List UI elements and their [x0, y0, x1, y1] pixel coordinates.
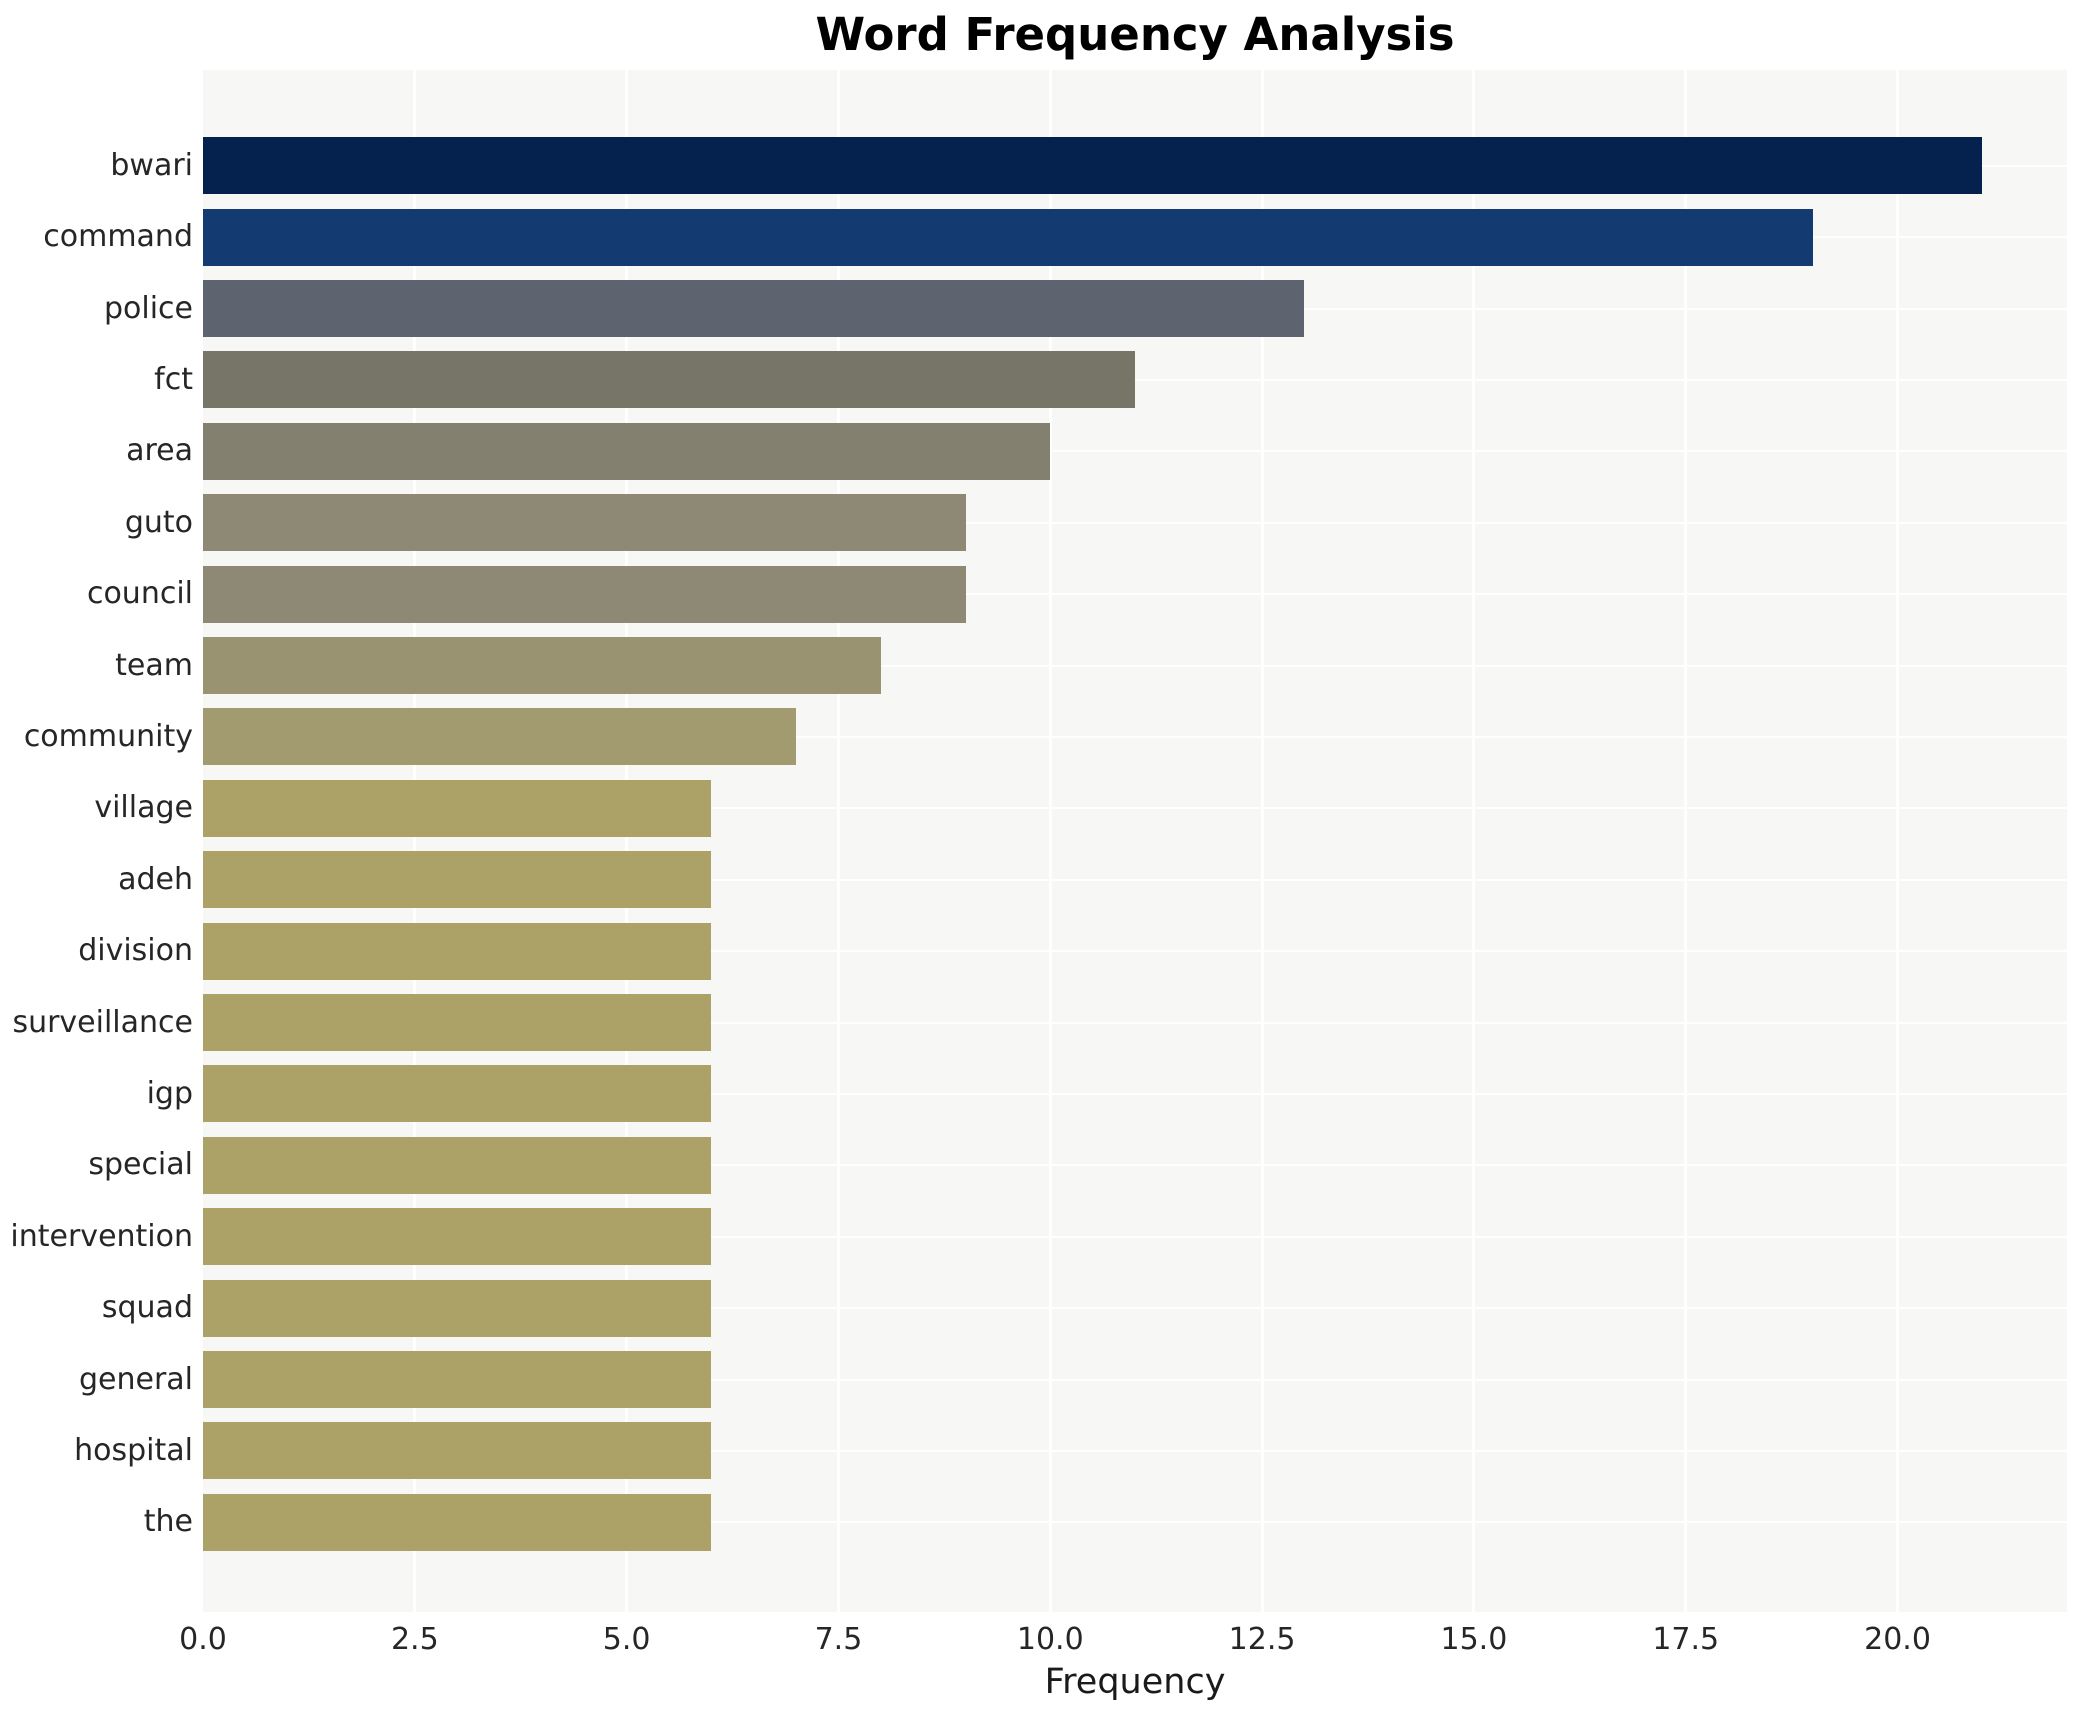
ytick-label-hospital: hospital: [74, 1432, 193, 1468]
vertical-gridline: [625, 70, 629, 1612]
ytick-label-team: team: [115, 647, 193, 683]
horizontal-gridline: [203, 593, 2067, 596]
ytick-label-bwari: bwari: [110, 147, 193, 183]
horizontal-gridline: [203, 664, 2067, 667]
horizontal-gridline: [203, 1021, 2067, 1024]
bar-hospital: [203, 1422, 712, 1480]
chart-title: Word Frequency Analysis: [815, 8, 1455, 61]
horizontal-gridline: [203, 1307, 2067, 1310]
horizontal-gridline: [203, 1164, 2067, 1167]
vertical-gridline: [836, 70, 840, 1612]
ytick-label-igp: igp: [146, 1075, 193, 1111]
ytick-label-guto: guto: [124, 504, 193, 540]
ytick-label-surveillance: surveillance: [12, 1004, 193, 1040]
horizontal-gridline: [203, 378, 2067, 381]
horizontal-gridline: [203, 450, 2067, 453]
vertical-gridline: [1896, 70, 1900, 1612]
ytick-label-fct: fct: [154, 361, 193, 397]
horizontal-gridline: [203, 1521, 2067, 1524]
ytick-label-village: village: [94, 790, 193, 826]
x-axis: 0.0 2.5 5.0 7.5 10.0 12.5 15.0 17.5 20.0: [0, 1622, 2085, 1662]
xtick-label-7.5: 7.5: [814, 1622, 863, 1657]
bar-village: [203, 779, 712, 837]
bar-community: [203, 708, 797, 766]
horizontal-gridline: [203, 1449, 2067, 1452]
ytick-label-police: police: [103, 290, 193, 326]
horizontal-gridline: [203, 1092, 2067, 1095]
x-axis-title: Frequency: [1044, 1662, 1226, 1702]
horizontal-gridline: [203, 878, 2067, 881]
horizontal-gridline: [203, 735, 2067, 738]
bar-division: [203, 922, 712, 980]
ytick-label-intervention: intervention: [10, 1218, 193, 1254]
horizontal-gridline: [203, 950, 2067, 953]
xtick-label-10.0: 10.0: [1016, 1622, 1084, 1657]
ytick-label-the: the: [143, 1504, 193, 1540]
xtick-label-17.5: 17.5: [1652, 1622, 1720, 1657]
xtick-label-0.0: 0.0: [179, 1622, 227, 1657]
bar-adeh: [203, 851, 712, 909]
y-axis: bwari command police fct area guto council team…: [0, 70, 193, 1612]
bar-council: [203, 565, 966, 623]
bar-surveillance: [203, 994, 712, 1051]
xtick-label-5.0: 5.0: [602, 1622, 651, 1657]
ytick-label-special: special: [88, 1147, 193, 1183]
ytick-label-squad: squad: [101, 1290, 193, 1326]
ytick-label-general: general: [78, 1361, 193, 1397]
horizontal-gridline: [203, 1378, 2067, 1381]
bar-fct: [203, 351, 1135, 409]
bar-special: [203, 1136, 712, 1194]
ytick-label-division: division: [78, 933, 193, 969]
plot-area: [203, 70, 2067, 1612]
bar-guto: [203, 494, 966, 552]
xtick-label-15.0: 15.0: [1440, 1622, 1508, 1657]
xtick-label-12.5: 12.5: [1228, 1622, 1296, 1657]
bar-team: [203, 637, 881, 694]
bar-intervention: [203, 1208, 712, 1266]
xtick-label-2.5: 2.5: [390, 1622, 439, 1657]
horizontal-gridline: [203, 1235, 2067, 1238]
bar-command: [203, 208, 1813, 266]
bar-igp: [203, 1065, 712, 1123]
ytick-label-council: council: [86, 576, 193, 612]
horizontal-gridline: [203, 807, 2067, 810]
ytick-label-adeh: adeh: [118, 861, 193, 897]
horizontal-gridline: [203, 521, 2067, 524]
ytick-label-area: area: [126, 433, 193, 469]
bar-squad: [203, 1279, 712, 1337]
bar-area: [203, 422, 1051, 480]
vertical-gridline: [1472, 70, 1476, 1612]
ytick-label-community: community: [23, 718, 193, 754]
vertical-gridline: [1048, 70, 1052, 1612]
bar-the: [203, 1493, 712, 1551]
vertical-gridline: [413, 70, 417, 1612]
xtick-label-20.0: 20.0: [1864, 1622, 1931, 1657]
vertical-gridline: [1260, 70, 1264, 1612]
bar-police: [203, 280, 1305, 337]
vertical-gridline: [1684, 70, 1688, 1612]
ytick-label-command: command: [43, 219, 193, 255]
bar-bwari: [203, 137, 1983, 195]
bar-general: [203, 1351, 712, 1408]
